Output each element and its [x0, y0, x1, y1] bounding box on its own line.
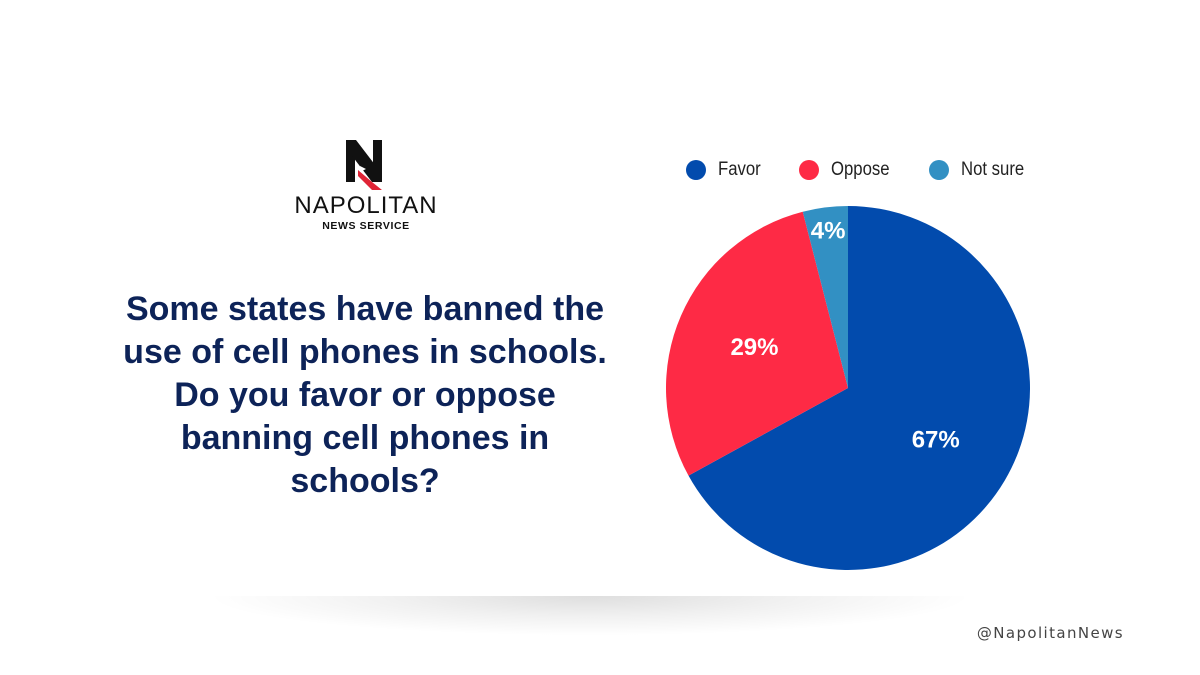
legend-swatch [798, 160, 819, 180]
legend-item-not-sure: Not sure [929, 159, 1033, 181]
slice-value-label: 67% [912, 426, 960, 453]
legend-label: Favor [718, 159, 761, 180]
social-handle: @NapolitanNews [976, 624, 1124, 642]
question-text: Some states have banned the use of cell … [123, 290, 607, 500]
pie-slice-not-sure [802, 206, 848, 388]
legend-item-favor: Favor [686, 159, 767, 181]
slice-value-label: 4% [811, 217, 846, 244]
legend-swatch [929, 160, 950, 180]
pie-slice-favor [688, 206, 1030, 570]
slice-value-label: 29% [730, 334, 778, 361]
legend-item-oppose: Oppose [798, 159, 898, 181]
napolitan-n-icon [346, 140, 382, 190]
pie-chart: 67% 29% 4% [666, 206, 1030, 570]
legend-label: Oppose [830, 159, 890, 180]
legend-swatch [686, 160, 706, 180]
brand-subtitle: NEWS SERVICE [322, 220, 410, 232]
napolitan-logo: NAPOLITAN NEWS SERVICE [280, 140, 452, 235]
legend-label: Not sure [961, 159, 1025, 180]
brand-name: NAPOLITAN [294, 192, 438, 219]
card-shadow [205, 596, 975, 636]
pie-slice-oppose [666, 211, 848, 476]
chart-legend: Favor Oppose Not sure [686, 156, 1065, 184]
